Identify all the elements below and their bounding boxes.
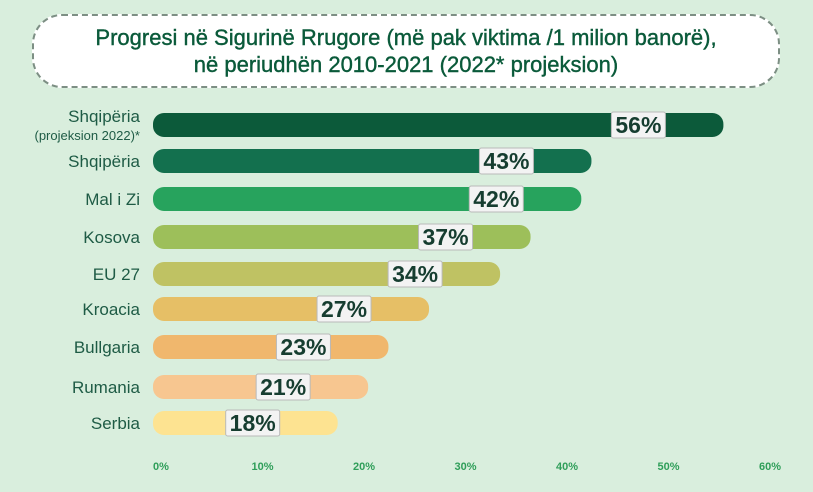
x-tick-label: 10%: [251, 461, 273, 473]
category-label: Kosova: [83, 228, 140, 247]
value-label: 37%: [423, 224, 469, 250]
value-label: 21%: [260, 374, 306, 400]
value-label-box: [387, 260, 443, 288]
value-label-box: [610, 111, 666, 139]
x-tick-label: 30%: [454, 461, 476, 473]
category-label: Rumania: [72, 378, 141, 397]
value-label-box: [275, 333, 331, 361]
x-tick-label: 40%: [556, 461, 578, 473]
category-label: Shqipëria: [68, 152, 140, 171]
category-label: Shqipëria: [68, 107, 140, 126]
x-tick-label: 60%: [759, 461, 781, 473]
value-label: 18%: [230, 410, 276, 436]
category-label: Serbia: [91, 414, 141, 433]
bar: [153, 262, 501, 286]
bar: [153, 335, 389, 359]
value-label: 23%: [280, 334, 326, 360]
value-label-box: [468, 185, 524, 213]
value-label: 43%: [483, 148, 529, 174]
bar: [153, 225, 531, 249]
x-tick-label: 20%: [353, 461, 375, 473]
value-label-box: [255, 373, 311, 401]
value-label: 27%: [321, 296, 367, 322]
category-label: Mal i Zi: [85, 190, 140, 209]
value-label-box: [478, 147, 534, 175]
value-label-box: [316, 295, 372, 323]
value-label-box: [225, 409, 281, 437]
chart-title-line-1: Progresi në Sigurinë Rrugore (më pak vik…: [95, 25, 717, 50]
value-label: 34%: [392, 261, 438, 287]
bar: [153, 113, 724, 137]
category-label: EU 27: [93, 265, 140, 284]
category-sublabel: (projeksion 2022)*: [34, 128, 140, 143]
value-label: 42%: [473, 186, 519, 212]
category-label: Bullgaria: [74, 338, 141, 357]
chart-title-line-2: në periudhën 2010-2021 (2022* projeksion…: [193, 52, 619, 77]
value-label: 56%: [615, 112, 661, 138]
x-tick-label: 50%: [657, 461, 679, 473]
category-label: Kroacia: [82, 300, 140, 319]
chart-title-box: Progresi në Sigurinë Rrugore (më pak vik…: [32, 14, 780, 88]
x-tick-label: 0%: [153, 461, 169, 473]
value-label-box: [418, 223, 474, 251]
bar: [153, 297, 430, 321]
